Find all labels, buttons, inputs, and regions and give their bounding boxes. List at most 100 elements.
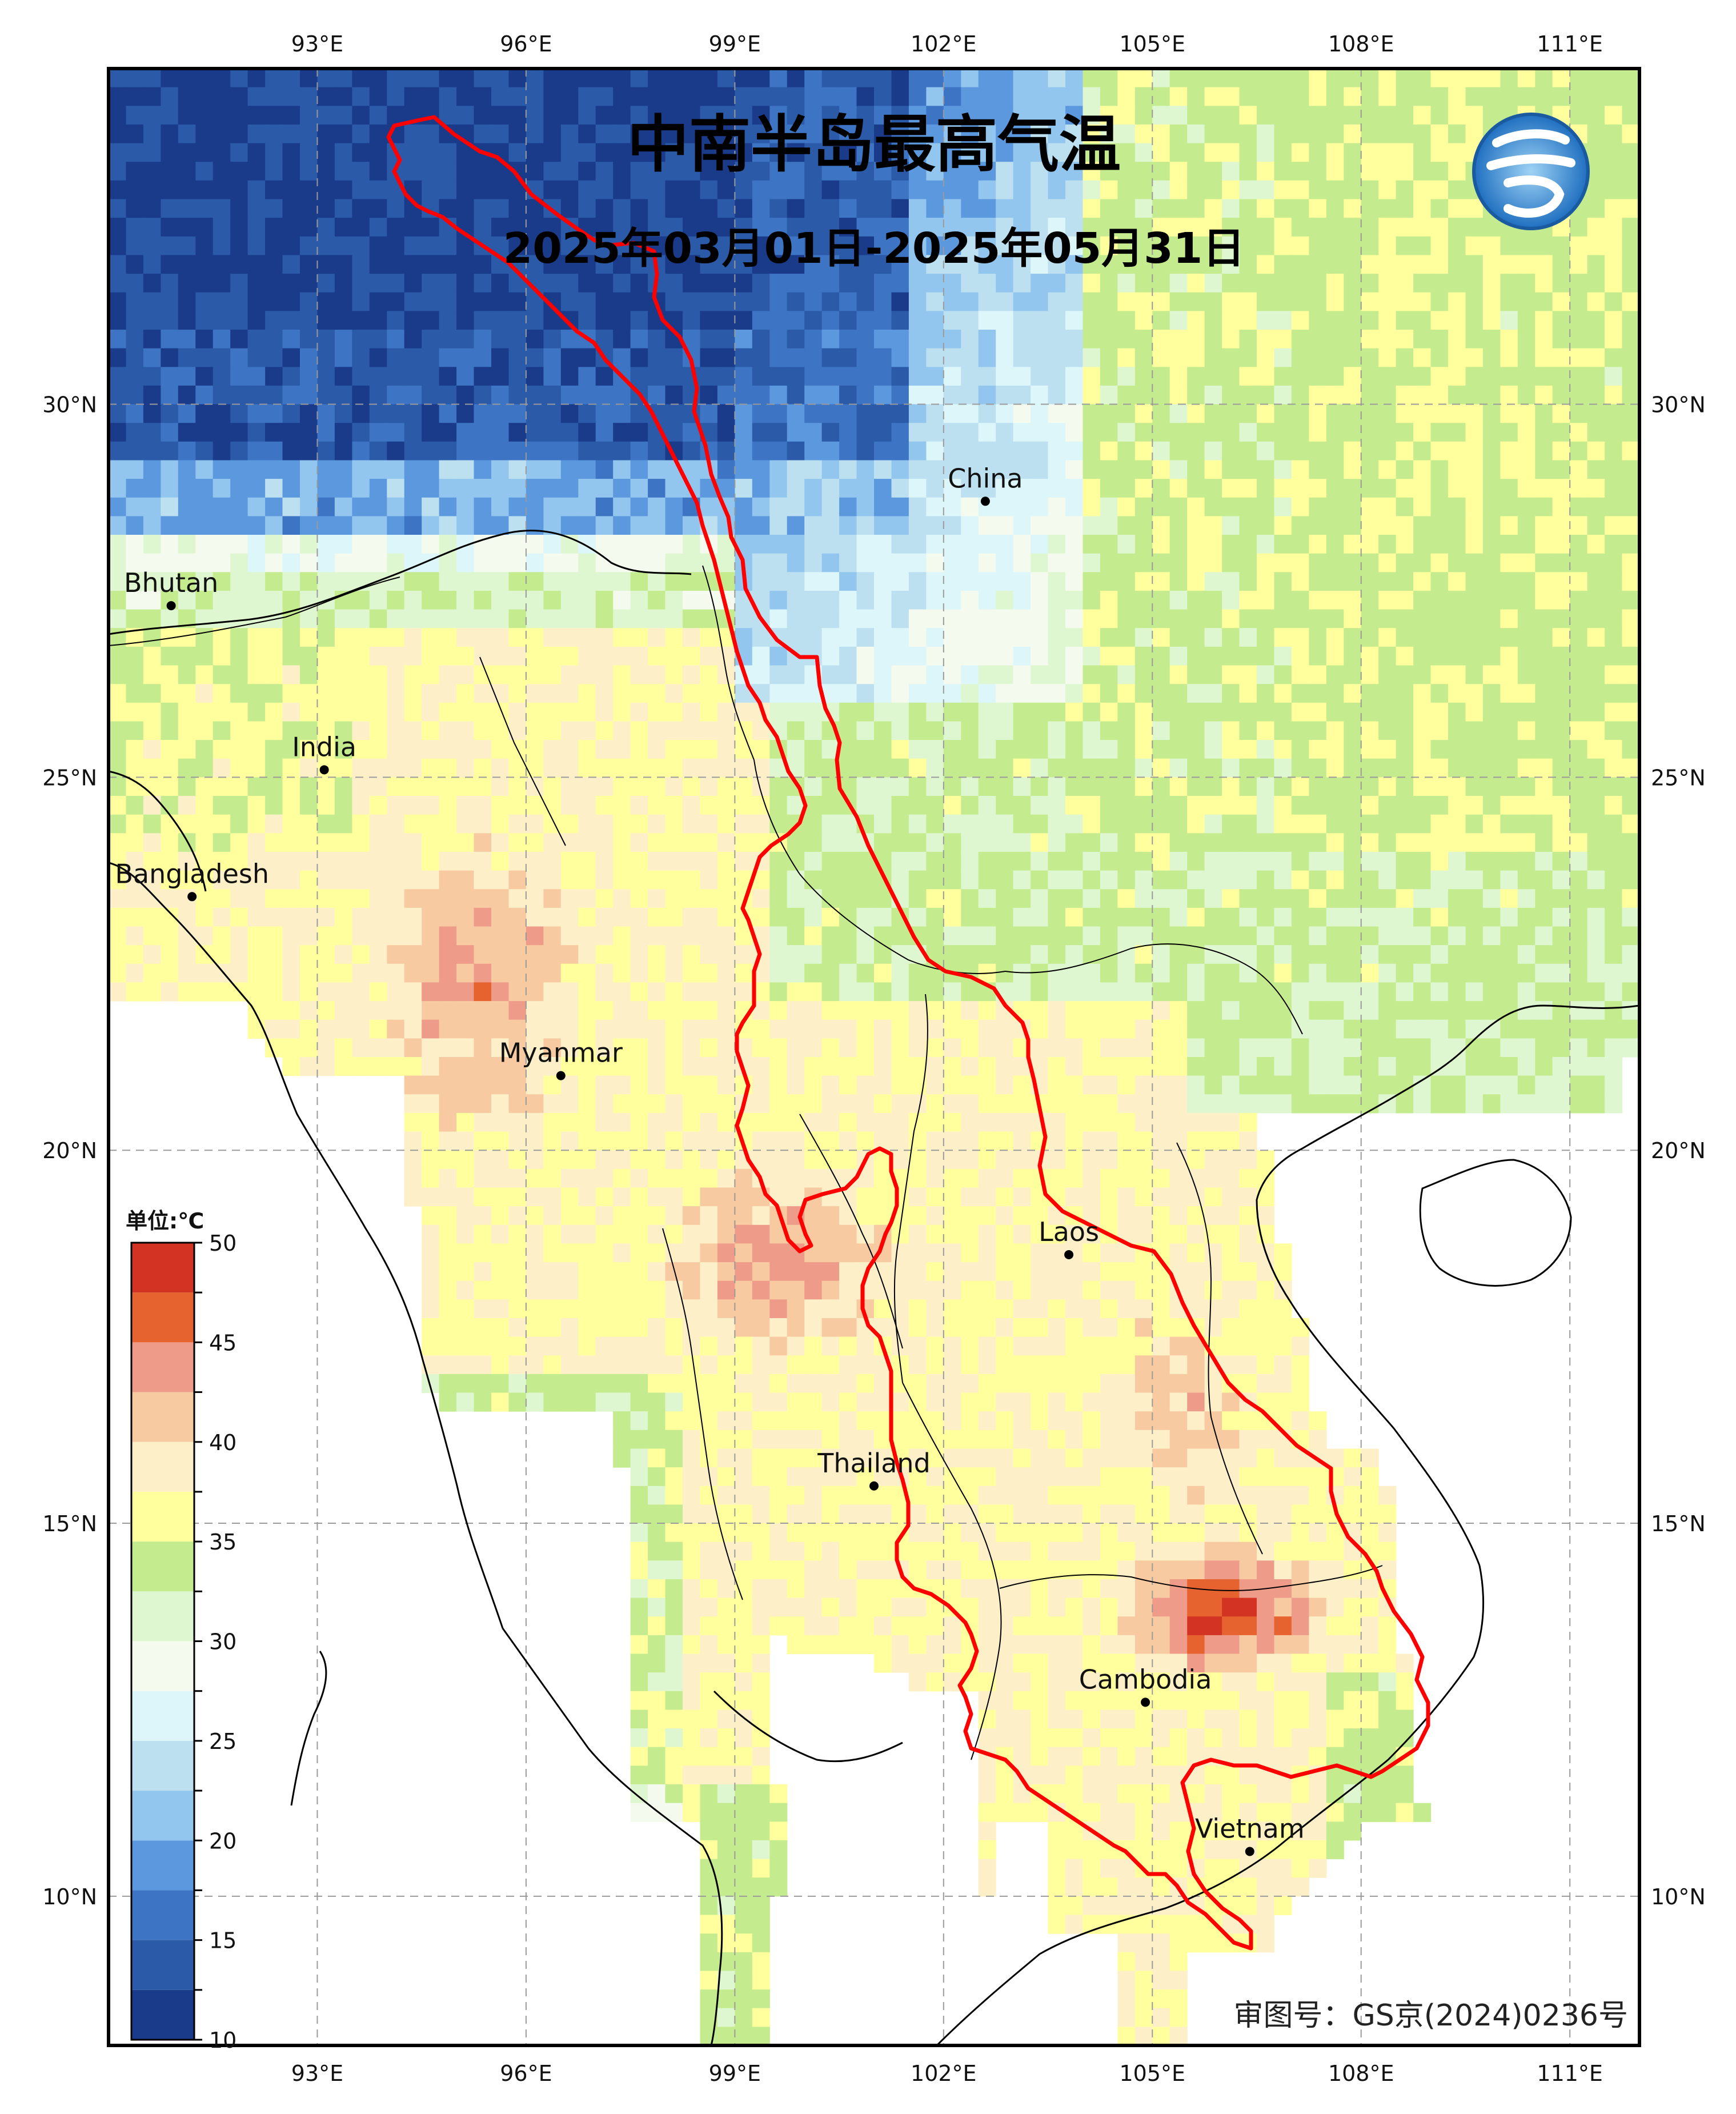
field-cell <box>1083 665 1101 684</box>
field-cell <box>1204 348 1222 367</box>
field-cell <box>943 926 961 946</box>
field-cell <box>769 348 788 367</box>
field-cell <box>1257 87 1275 106</box>
field-cell <box>1413 796 1432 815</box>
field-cell <box>1430 628 1449 647</box>
field-cell <box>474 479 492 498</box>
field-cell <box>613 497 631 517</box>
field-cell <box>456 907 475 927</box>
field-cell <box>230 963 248 983</box>
field-cell <box>1448 311 1466 330</box>
field-cell <box>908 218 927 237</box>
field-cell <box>1517 796 1535 815</box>
field-cell <box>665 367 683 386</box>
field-cell <box>1622 702 1639 722</box>
field-cell <box>1309 1001 1327 1020</box>
field-cell <box>578 385 596 405</box>
field-cell <box>508 479 527 498</box>
field-cell <box>161 460 179 479</box>
field-cell <box>1535 572 1553 591</box>
field-cell <box>143 553 161 572</box>
field-cell <box>1031 702 1049 722</box>
field-cell <box>1535 1075 1553 1095</box>
field-cell <box>1326 236 1344 255</box>
field-cell <box>926 851 944 871</box>
field-cell <box>195 740 214 759</box>
field-cell <box>1048 274 1066 293</box>
field-cell <box>1134 572 1153 591</box>
field-cell <box>1622 311 1639 330</box>
field-cell <box>1187 1075 1205 1095</box>
field-cell <box>1048 1075 1066 1095</box>
field-cell <box>1622 870 1639 890</box>
field-cell <box>961 367 979 386</box>
field-cell <box>404 218 422 237</box>
field-cell <box>1378 69 1397 88</box>
field-cell <box>1048 628 1066 647</box>
field-cell <box>1169 311 1188 330</box>
field-cell <box>317 292 335 311</box>
field-cell <box>1552 236 1570 255</box>
field-cell <box>404 907 422 927</box>
field-cell <box>230 497 248 517</box>
field-cell <box>683 311 701 330</box>
field-cell <box>230 758 248 778</box>
field-cell <box>1274 143 1292 162</box>
field-cell <box>1378 1038 1397 1058</box>
field-cell <box>526 124 544 144</box>
field-cell <box>543 69 562 88</box>
field-cell <box>178 180 196 199</box>
field-cell <box>630 479 648 498</box>
field-cell <box>874 926 892 946</box>
field-cell <box>109 423 127 442</box>
field-cell <box>1257 124 1275 144</box>
field-cell <box>735 124 753 144</box>
field-cell <box>282 665 300 684</box>
field-cell <box>1482 591 1501 610</box>
field-cell <box>1482 69 1501 88</box>
field-cell <box>1257 460 1275 479</box>
field-cell <box>752 1057 770 1076</box>
field-cell <box>1117 684 1136 703</box>
field-cell <box>334 292 352 311</box>
field-cell <box>1134 87 1153 106</box>
field-cell <box>926 199 944 218</box>
field-cell <box>1239 535 1257 554</box>
field-cell <box>1204 1112 1222 1132</box>
field-cell <box>1552 348 1570 367</box>
field-cell <box>126 796 144 815</box>
field-cell <box>996 497 1014 517</box>
field-cell <box>1100 274 1118 293</box>
field-cell <box>1065 870 1084 890</box>
field-cell <box>1065 292 1084 311</box>
field-cell <box>1187 199 1205 218</box>
field-cell <box>769 926 788 946</box>
field-cell <box>282 1057 300 1076</box>
field-cell <box>1100 143 1118 162</box>
field-cell <box>109 833 127 852</box>
field-cell <box>665 796 683 815</box>
field-cell <box>1413 348 1432 367</box>
field-cell <box>700 69 718 88</box>
field-cell <box>543 479 562 498</box>
field-cell <box>1257 926 1275 946</box>
field-cell <box>247 367 266 386</box>
field-cell <box>943 1131 961 1151</box>
field-cell <box>1100 1019 1118 1039</box>
field-cell <box>1413 628 1432 647</box>
field-cell <box>491 796 510 815</box>
field-cell <box>804 69 823 88</box>
field-cell <box>978 591 996 610</box>
field-cell <box>856 87 875 106</box>
field-cell <box>1605 814 1623 834</box>
field-cell <box>1622 143 1639 162</box>
field-cell <box>735 963 753 983</box>
field-cell <box>1430 330 1449 349</box>
field-cell <box>1326 814 1344 834</box>
field-cell <box>387 1038 405 1058</box>
field-cell <box>1570 69 1588 88</box>
field-cell <box>1169 180 1188 199</box>
field-cell <box>508 199 527 218</box>
field-cell <box>1396 479 1414 498</box>
field-cell <box>665 292 683 311</box>
